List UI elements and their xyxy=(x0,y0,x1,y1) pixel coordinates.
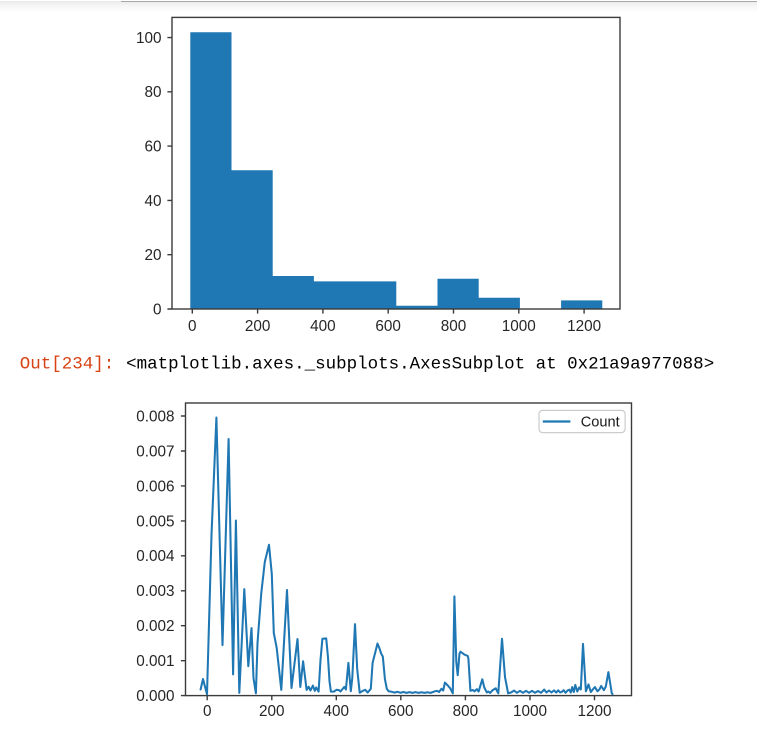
svg-text:<matplotlib.axes._subplots.Axe: <matplotlib.axes._subplots.AxesSubplot a… xyxy=(126,355,714,375)
svg-text:400: 400 xyxy=(310,318,336,335)
svg-text:0.001: 0.001 xyxy=(136,653,174,670)
svg-text:0.002: 0.002 xyxy=(136,618,174,635)
svg-text:20: 20 xyxy=(144,247,161,264)
svg-text:600: 600 xyxy=(388,703,414,720)
svg-text:0.007: 0.007 xyxy=(136,443,174,460)
svg-text:1200: 1200 xyxy=(567,318,601,335)
svg-text:80: 80 xyxy=(144,84,161,101)
svg-text:1000: 1000 xyxy=(513,703,547,720)
svg-text:400: 400 xyxy=(324,703,350,720)
svg-text:0.006: 0.006 xyxy=(136,478,174,495)
svg-text:800: 800 xyxy=(453,703,479,720)
svg-text:40: 40 xyxy=(144,193,161,210)
svg-text:0.008: 0.008 xyxy=(136,408,174,425)
svg-text:Count: Count xyxy=(581,415,620,431)
svg-text:60: 60 xyxy=(144,139,161,156)
svg-text:200: 200 xyxy=(245,318,271,335)
svg-text:800: 800 xyxy=(441,318,467,335)
svg-text:Out[234]:: Out[234]: xyxy=(20,355,115,375)
svg-text:0.003: 0.003 xyxy=(136,583,174,600)
svg-text:600: 600 xyxy=(375,318,401,335)
svg-text:1200: 1200 xyxy=(577,703,611,720)
svg-text:100: 100 xyxy=(136,30,162,47)
svg-text:0.000: 0.000 xyxy=(136,688,174,705)
svg-text:0: 0 xyxy=(153,301,162,318)
svg-text:0: 0 xyxy=(188,318,197,335)
svg-text:0: 0 xyxy=(203,703,212,720)
svg-text:0.005: 0.005 xyxy=(136,513,174,530)
svg-text:200: 200 xyxy=(259,703,285,720)
svg-text:1000: 1000 xyxy=(502,318,536,335)
svg-text:0.004: 0.004 xyxy=(136,548,175,565)
